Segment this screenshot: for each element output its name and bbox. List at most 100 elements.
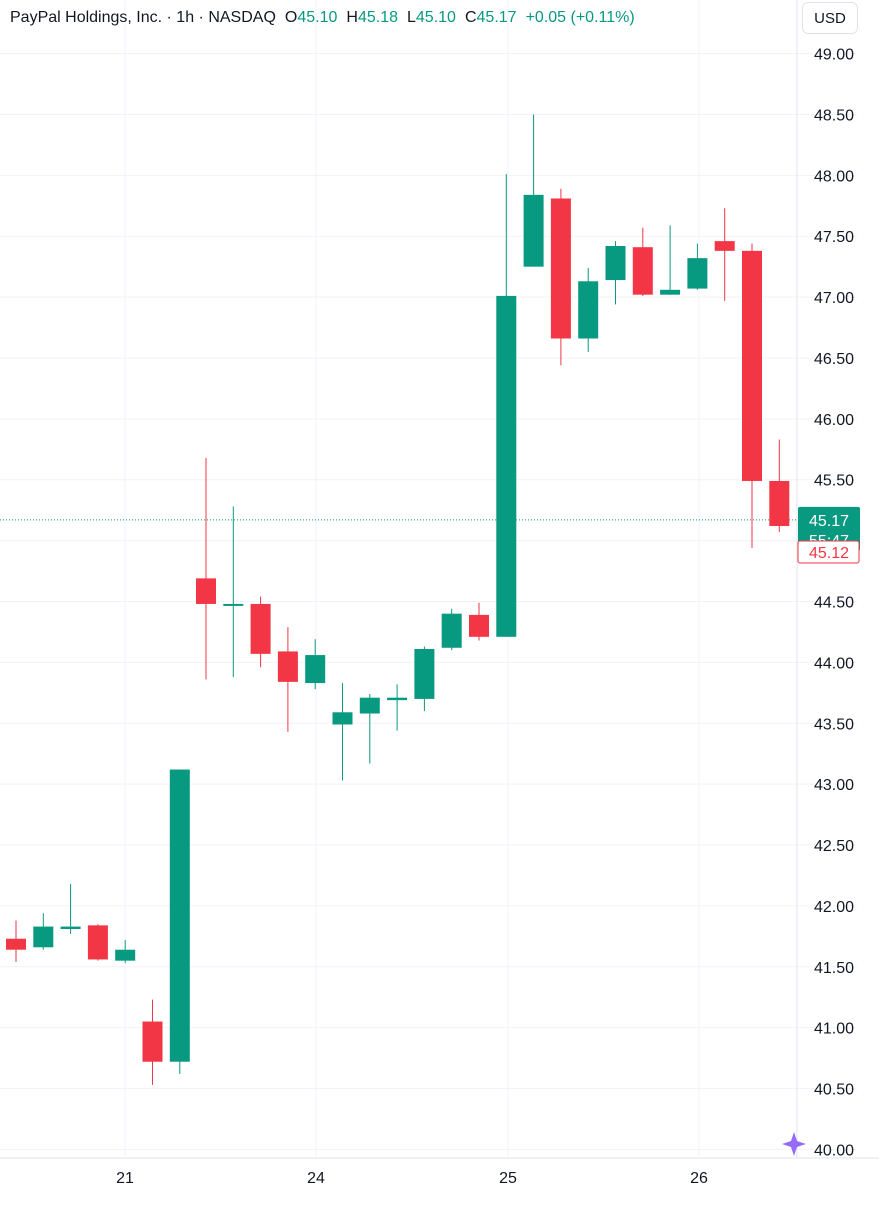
candle[interactable] — [441, 608, 462, 651]
candles — [6, 114, 790, 1085]
candle[interactable] — [169, 769, 190, 1074]
candle-body — [250, 603, 271, 654]
candle[interactable] — [660, 225, 681, 295]
candle-body — [115, 949, 136, 961]
high-value: 45.18 — [357, 9, 398, 26]
candle-body — [87, 925, 108, 960]
candle[interactable] — [332, 683, 353, 781]
candle[interactable] — [223, 506, 244, 677]
candle-body — [60, 926, 81, 930]
candle-body — [496, 295, 517, 637]
candle-body — [687, 258, 708, 289]
candle[interactable] — [33, 913, 54, 950]
candle[interactable] — [496, 174, 517, 637]
candle-body — [33, 926, 54, 948]
change-value: +0.05 (+0.11%) — [525, 9, 635, 26]
open-value: 45.10 — [297, 9, 338, 26]
candle[interactable] — [142, 999, 163, 1085]
candle[interactable] — [387, 684, 408, 731]
price-tick-label: 49.00 — [814, 47, 854, 64]
candle[interactable] — [578, 267, 599, 352]
candle-body — [441, 613, 462, 648]
price-tick-label: 46.00 — [814, 412, 854, 429]
candle-body — [714, 241, 735, 251]
candle[interactable] — [87, 924, 108, 961]
candle-body — [6, 938, 26, 950]
candle-body — [523, 194, 544, 267]
price-tick-label: 42.50 — [814, 838, 854, 855]
price-tick-label: 43.50 — [814, 716, 854, 733]
price-tick-label: 48.50 — [814, 107, 854, 124]
candle-body — [578, 281, 599, 339]
price-tick-label: 40.50 — [814, 1082, 854, 1099]
price-tick-label: 41.00 — [814, 1021, 854, 1038]
candle[interactable] — [550, 188, 571, 366]
price-tick-label: 42.00 — [814, 899, 854, 916]
candle-body — [769, 480, 790, 527]
candle[interactable] — [469, 602, 489, 641]
candle-body — [660, 289, 681, 295]
horizontal-grid — [0, 53, 857, 1150]
candle-body — [142, 1021, 163, 1062]
prev-close-tag — [797, 540, 860, 564]
candle[interactable] — [359, 694, 380, 764]
candle-body — [742, 250, 762, 481]
candle[interactable] — [605, 241, 626, 305]
candle-body — [277, 651, 298, 682]
price-tags: 45.1755:4745.12 — [797, 506, 860, 564]
close-label: C — [464, 9, 477, 26]
open-label: O — [284, 9, 298, 26]
price-tick-label: 45.50 — [814, 473, 854, 490]
candle-body — [469, 614, 489, 637]
candle-body — [196, 578, 216, 604]
close-value: 45.17 — [476, 9, 517, 26]
candle[interactable] — [742, 243, 762, 548]
time-tick-label: 24 — [307, 1170, 325, 1187]
low-value: 45.10 — [415, 9, 456, 26]
price-tick-label: 44.50 — [814, 595, 854, 612]
candle[interactable] — [305, 639, 326, 690]
candle-body — [169, 769, 190, 1062]
time-tick-label: 21 — [116, 1170, 134, 1187]
candle[interactable] — [115, 939, 136, 964]
candle[interactable] — [687, 243, 708, 290]
candle[interactable] — [277, 627, 298, 732]
candle[interactable] — [714, 208, 735, 301]
prev-close-text: 45.12 — [809, 545, 849, 562]
candle-body — [387, 697, 408, 701]
last-price-text: 45.17 — [809, 513, 849, 530]
candle[interactable] — [632, 227, 653, 296]
tradingview-logo-icon — [782, 1132, 806, 1156]
low-label: L — [407, 9, 416, 26]
time-tick-label: 26 — [690, 1170, 708, 1187]
symbol-title: PayPal Holdings, Inc. · 1h · NASDAQ — [10, 9, 276, 26]
candle[interactable] — [769, 439, 790, 533]
candle-body — [550, 198, 571, 339]
price-axis: 40.00 40.50 41.00 41.50 42.00 42.50 43.00 43.50… — [814, 47, 854, 1160]
candle-body — [223, 603, 244, 606]
candle-body — [332, 712, 353, 725]
candle[interactable] — [523, 114, 544, 267]
time-tick-label: 25 — [499, 1170, 517, 1187]
candle-body — [414, 648, 435, 699]
high-label: H — [346, 9, 358, 26]
price-tick-label: 47.50 — [814, 229, 854, 246]
vertical-grid — [124, 0, 700, 1156]
candle[interactable] — [60, 883, 81, 934]
price-tick-label: 48.00 — [814, 168, 854, 185]
candle-body — [632, 247, 653, 295]
candle-body — [605, 245, 626, 281]
currency-button[interactable]: USD — [802, 2, 858, 34]
price-tick-label: 43.00 — [814, 777, 854, 794]
candle[interactable] — [250, 596, 271, 668]
price-tick-label: 41.50 — [814, 960, 854, 977]
candle[interactable] — [196, 457, 216, 680]
price-tick-label: 47.00 — [814, 290, 854, 307]
price-tick-label: 46.50 — [814, 351, 854, 368]
candle[interactable] — [414, 646, 435, 712]
price-tick-label: 40.00 — [814, 1142, 854, 1159]
candle[interactable] — [6, 920, 26, 962]
